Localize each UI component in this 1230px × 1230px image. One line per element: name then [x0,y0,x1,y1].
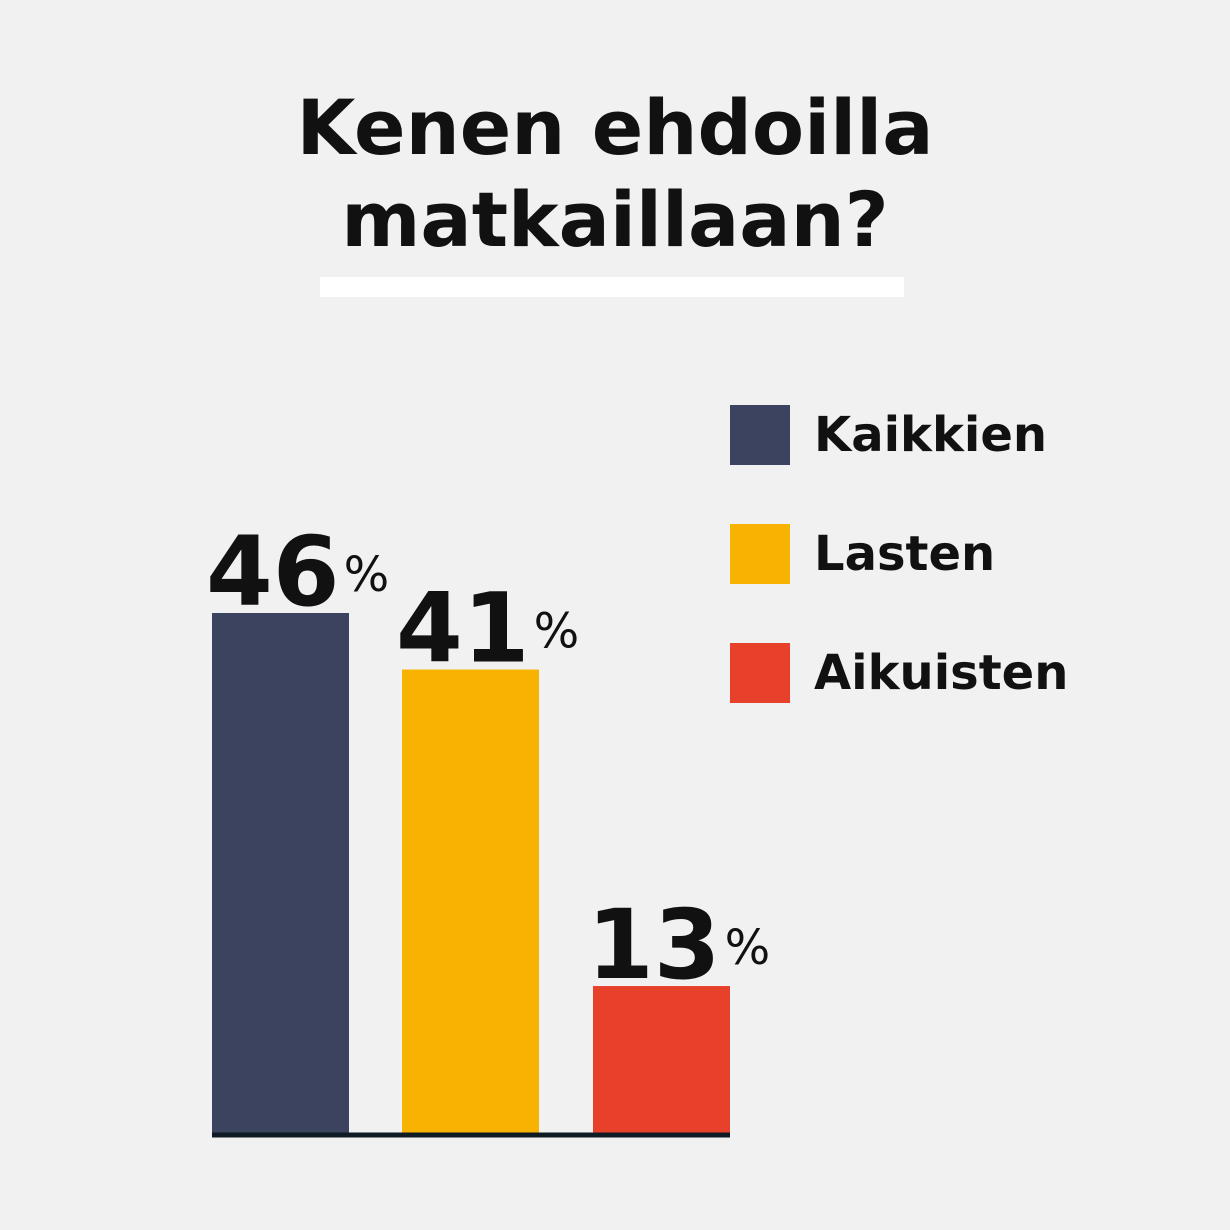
legend-swatch-kaikkien [730,405,790,465]
data-label-lasten: 41% [396,573,579,685]
bar-kaikkien [212,613,349,1133]
legend-item-lasten: Lasten [730,524,1068,584]
legend-item-kaikkien: Kaikkien [730,405,1068,465]
chart-title-line-2: matkaillaan? [341,175,889,264]
title-underline [320,277,904,297]
legend-item-aikuisten: Aikuisten [730,643,1068,703]
data-label-aikuisten: 13% [587,889,770,1001]
bar-aikuisten [593,986,730,1133]
legend-swatch-lasten [730,524,790,584]
chart-title-line-1: Kenen ehdoilla [296,83,934,172]
legend: Kaikkien Lasten Aikuisten [730,405,1068,762]
legend-label-lasten: Lasten [814,526,996,582]
legend-swatch-aikuisten [730,643,790,703]
legend-label-kaikkien: Kaikkien [814,407,1048,463]
chart-title: Kenen ehdoilla matkaillaan? [0,82,1230,266]
legend-label-aikuisten: Aikuisten [814,645,1069,701]
bar-lasten [402,669,539,1133]
data-label-kaikkien: 46% [206,516,389,628]
